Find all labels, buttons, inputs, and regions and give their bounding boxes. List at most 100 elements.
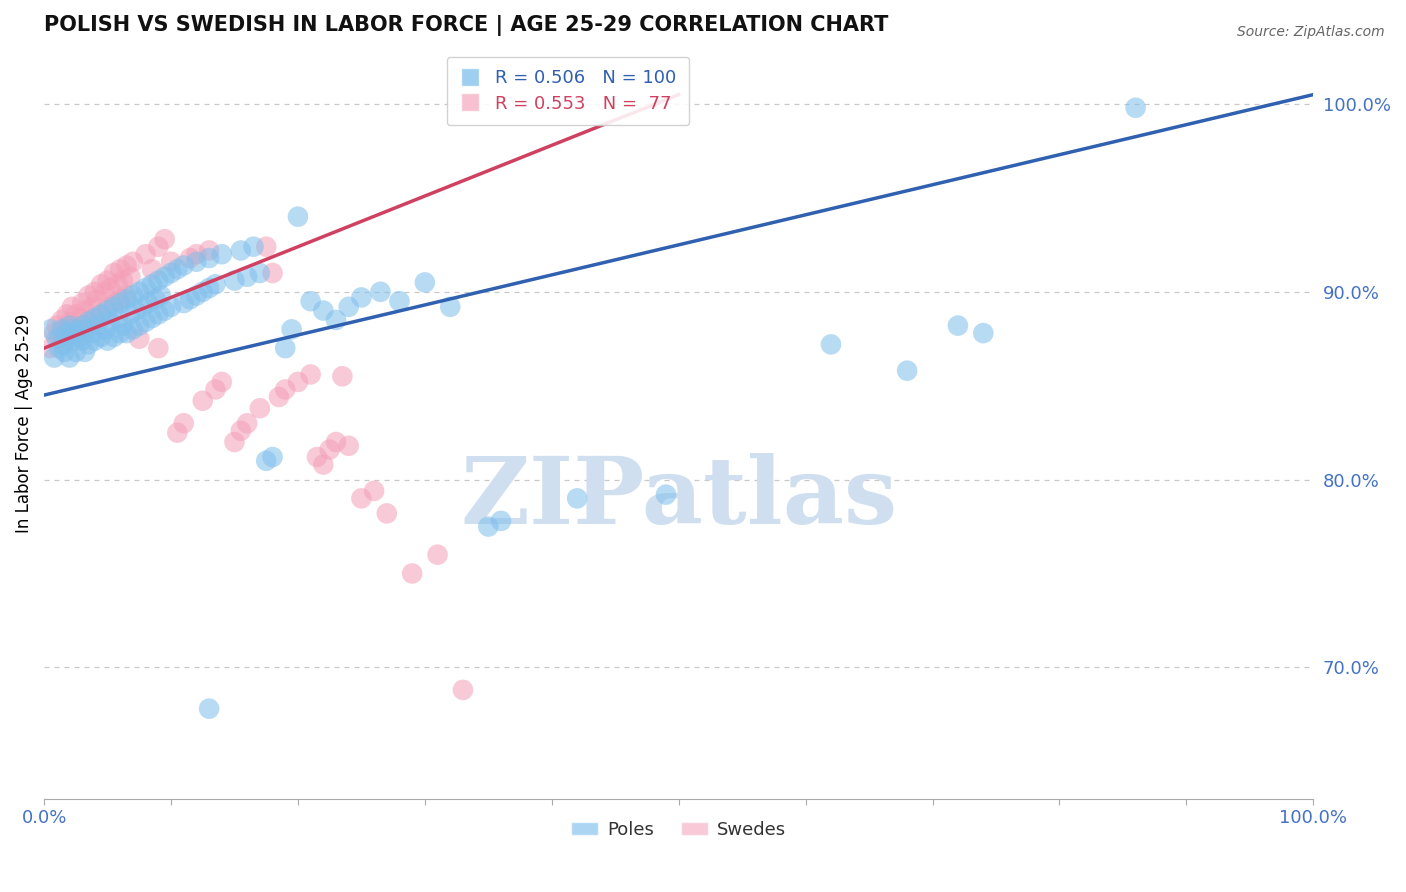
Point <box>173 259 195 273</box>
Point <box>90 307 112 321</box>
Point <box>135 247 157 261</box>
Point <box>179 293 201 307</box>
Point <box>94 285 117 299</box>
Point <box>249 401 271 416</box>
Point <box>83 285 105 299</box>
Point <box>363 483 385 498</box>
Point <box>254 240 277 254</box>
Point <box>73 344 96 359</box>
Point <box>52 334 75 348</box>
Point <box>820 337 842 351</box>
Point <box>280 322 302 336</box>
Point <box>65 326 87 340</box>
Point <box>83 334 105 348</box>
Point <box>120 269 142 284</box>
Point <box>98 315 121 329</box>
Point <box>166 262 188 277</box>
Point <box>122 322 145 336</box>
Point <box>48 332 70 346</box>
Point <box>58 318 80 333</box>
Point <box>82 300 104 314</box>
Point <box>224 273 246 287</box>
Point <box>312 303 335 318</box>
Point <box>82 326 104 340</box>
Point <box>198 281 221 295</box>
Point <box>148 307 170 321</box>
Point <box>229 244 252 258</box>
Point <box>179 251 201 265</box>
Point <box>110 293 132 307</box>
Point <box>274 383 297 397</box>
Point <box>249 266 271 280</box>
Point <box>110 296 132 310</box>
Point <box>186 254 208 268</box>
Point <box>148 341 170 355</box>
Point <box>148 273 170 287</box>
Point <box>48 341 70 355</box>
Point <box>58 330 80 344</box>
Text: ZIPatlas: ZIPatlas <box>460 453 897 543</box>
Point <box>565 491 588 506</box>
Point <box>58 315 80 329</box>
Point <box>115 259 138 273</box>
Point <box>211 375 233 389</box>
Point <box>111 318 134 333</box>
Point <box>115 288 138 302</box>
Point <box>267 390 290 404</box>
Point <box>204 277 226 292</box>
Point <box>90 277 112 292</box>
Text: POLISH VS SWEDISH IN LABOR FORCE | AGE 25-29 CORRELATION CHART: POLISH VS SWEDISH IN LABOR FORCE | AGE 2… <box>44 15 889 36</box>
Point <box>236 269 259 284</box>
Point <box>44 351 66 365</box>
Point <box>58 351 80 365</box>
Point <box>86 293 108 307</box>
Point <box>53 322 76 336</box>
Point <box>70 318 93 333</box>
Point <box>103 300 125 314</box>
Point <box>97 300 120 314</box>
Point <box>132 300 155 314</box>
Point <box>65 344 87 359</box>
Point <box>128 332 150 346</box>
Point <box>401 566 423 581</box>
Point <box>477 519 499 533</box>
Point <box>103 330 125 344</box>
Point <box>77 288 100 302</box>
Point <box>103 266 125 280</box>
Point <box>86 318 108 333</box>
Point <box>90 307 112 321</box>
Point <box>111 273 134 287</box>
Point <box>186 288 208 302</box>
Point <box>65 330 87 344</box>
Point <box>413 276 436 290</box>
Point <box>186 247 208 261</box>
Point <box>107 277 129 292</box>
Point <box>350 290 373 304</box>
Point <box>153 232 176 246</box>
Point <box>262 450 284 464</box>
Point <box>51 313 73 327</box>
Point <box>45 332 67 346</box>
Point <box>107 311 129 326</box>
Point <box>224 435 246 450</box>
Point <box>90 330 112 344</box>
Point <box>73 322 96 336</box>
Point <box>97 303 120 318</box>
Point <box>39 341 62 355</box>
Point <box>451 682 474 697</box>
Point <box>204 383 226 397</box>
Point <box>337 439 360 453</box>
Point <box>115 293 138 307</box>
Point <box>173 416 195 430</box>
Point <box>77 315 100 329</box>
Point <box>350 491 373 506</box>
Point <box>73 303 96 318</box>
Point <box>120 307 142 321</box>
Text: Source: ZipAtlas.com: Source: ZipAtlas.com <box>1237 25 1385 39</box>
Point <box>141 311 163 326</box>
Point <box>45 318 67 333</box>
Point <box>141 262 163 277</box>
Point <box>60 300 83 314</box>
Point <box>153 303 176 318</box>
Point <box>77 337 100 351</box>
